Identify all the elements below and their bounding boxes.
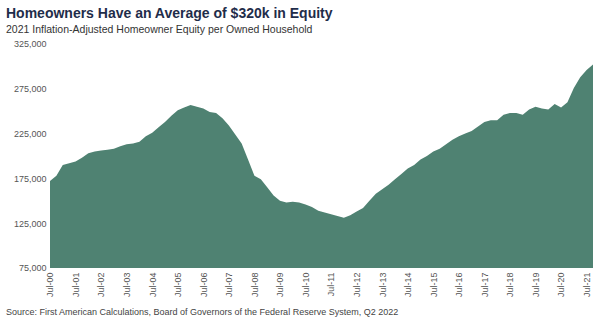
svg-text:Jul-06: Jul-06 <box>199 273 209 298</box>
svg-text:Jul-02: Jul-02 <box>96 273 106 298</box>
svg-text:Jul-13: Jul-13 <box>378 273 388 298</box>
svg-text:Jul-16: Jul-16 <box>454 273 464 298</box>
svg-text:Jul-15: Jul-15 <box>429 273 439 298</box>
svg-text:125,000: 125,000 <box>14 219 47 229</box>
svg-text:225,000: 225,000 <box>14 129 47 139</box>
svg-text:Jul-14: Jul-14 <box>403 273 413 298</box>
svg-text:Jul-21: Jul-21 <box>582 273 592 298</box>
svg-text:Jul-09: Jul-09 <box>275 273 285 298</box>
svg-text:Jul-10: Jul-10 <box>301 273 311 298</box>
svg-text:Jul-07: Jul-07 <box>224 273 234 298</box>
svg-text:175,000: 175,000 <box>14 174 47 184</box>
svg-text:Jul-03: Jul-03 <box>122 273 132 298</box>
svg-text:Jul-01: Jul-01 <box>71 273 81 298</box>
svg-text:Jul-00: Jul-00 <box>45 273 55 298</box>
svg-text:325,000: 325,000 <box>14 39 47 49</box>
svg-text:275,000: 275,000 <box>14 84 47 94</box>
svg-text:Jul-19: Jul-19 <box>531 273 541 298</box>
svg-text:Jul-18: Jul-18 <box>505 273 515 298</box>
svg-text:Jul-12: Jul-12 <box>352 273 362 298</box>
svg-text:Jul-17: Jul-17 <box>480 273 490 298</box>
svg-text:Jul-11: Jul-11 <box>326 273 336 297</box>
svg-text:75,000: 75,000 <box>19 263 47 273</box>
svg-text:Jul-04: Jul-04 <box>148 273 158 298</box>
html-text:Source: First American Calcula: Source: First American Calculations, Boa… <box>6 307 399 317</box>
html-text:Homeowners Have an Average of: Homeowners Have an Average of $320k in E… <box>6 5 333 21</box>
svg-text:Jul-08: Jul-08 <box>250 273 260 298</box>
html-text:2021 Inflation-Adjusted Homeow: 2021 Inflation-Adjusted Homeowner Equity… <box>6 23 313 35</box>
svg-text:Jul-20: Jul-20 <box>556 273 566 298</box>
svg-text:Jul-05: Jul-05 <box>173 273 183 298</box>
